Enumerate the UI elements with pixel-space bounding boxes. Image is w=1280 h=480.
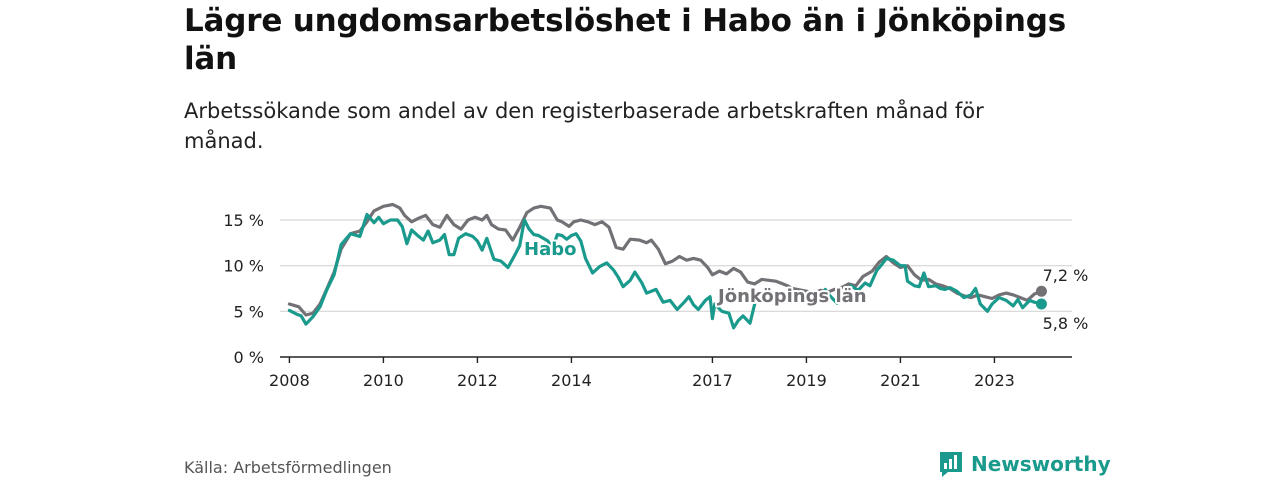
axis-layer: 0 % 5 % 10 % 15 % 2008 2010 2012 2014 2017 2019 20… — [223, 211, 1072, 390]
chart-title: Lägre ungdomsarbetslöshet i Habo än i Jö… — [184, 3, 1066, 77]
x-tick-label-2012: 2012 — [457, 371, 498, 390]
x-tick-label-2019: 2019 — [786, 371, 827, 390]
end-label-habo: 5,8 % — [1043, 314, 1089, 333]
newsworthy-logo-text: Newsworthy — [971, 452, 1111, 476]
y-tick-label-0: 0 % — [234, 348, 264, 367]
y-tick-label-15: 15 % — [223, 211, 264, 230]
newsworthy-logo-icon — [940, 452, 962, 477]
series-name-label-habo: Habo — [524, 239, 576, 260]
source-note: Källa: Arbetsförmedlingen — [184, 458, 392, 477]
line-chart: 0 % 5 % 10 % 15 % 2008 2010 2012 2014 2017 2019 20… — [223, 202, 1089, 390]
grid-layer — [280, 219, 1072, 312]
series-name-label-j-nk-pings-l-n: Jönköpings län — [716, 286, 867, 307]
x-tick-label-2014: 2014 — [551, 371, 592, 390]
series-line-jonkopings-lan — [287, 202, 1043, 317]
endpoint-habo — [1035, 298, 1047, 310]
label-layer: 7,2 % 5,8 % Habo Jönköpings län — [522, 237, 1089, 333]
x-tick-label-2008: 2008 — [269, 371, 310, 390]
newsworthy-logo[interactable]: Newsworthy — [938, 450, 1111, 478]
y-tick-label-5: 5 % — [234, 302, 264, 321]
series-line-habo — [287, 212, 757, 330]
x-tick-label-2023: 2023 — [974, 371, 1015, 390]
endpoint-jonkopings-lan — [1035, 285, 1047, 297]
chart-subtitle: Arbetssökande som andel av den registerb… — [184, 99, 984, 153]
x-tick-label-2017: 2017 — [692, 371, 733, 390]
series-line-habo-late — [823, 256, 1043, 313]
x-tick-label-2021: 2021 — [880, 371, 921, 390]
x-tick-label-2010: 2010 — [363, 371, 404, 390]
end-label-jonkopings-lan: 7,2 % — [1043, 266, 1089, 285]
series-layer — [287, 202, 1047, 330]
y-tick-label-10: 10 % — [223, 257, 264, 276]
